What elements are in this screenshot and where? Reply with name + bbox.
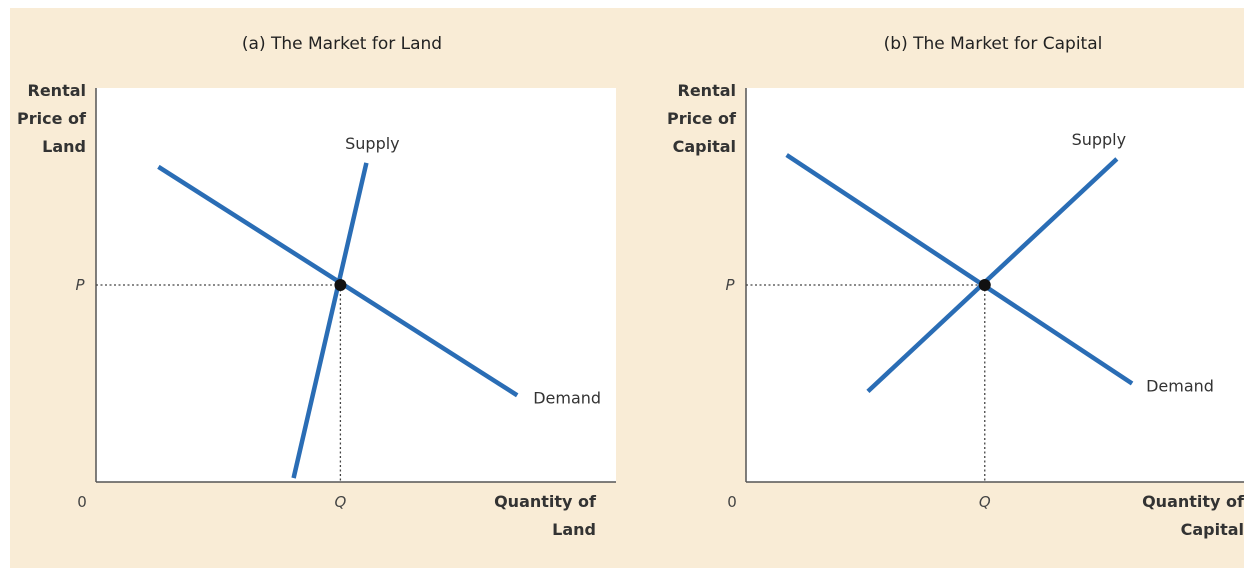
chart-title-land: (a) The Market for Land <box>242 34 442 54</box>
y-axis-label-line: Rental <box>678 81 737 100</box>
y-axis-label-line: Rental <box>28 81 87 100</box>
supply-curve-capital <box>866 157 1119 394</box>
y-axis-label-line: Land <box>42 137 86 156</box>
demand-label-capital: Demand <box>1146 377 1214 396</box>
x-axis-label-land: Quantity of Land <box>494 492 597 539</box>
y-axis-label-line: Capital <box>673 137 736 156</box>
y-axis-label-capital: Rental Price of Capital <box>667 81 737 156</box>
supply-label-capital: Supply <box>1072 130 1127 149</box>
price-tick-label-land: P <box>75 276 85 294</box>
y-axis-label-land: Rental Price of Land <box>17 81 87 156</box>
x-axis-label-line: Capital <box>1181 520 1244 539</box>
equilibrium-point-land <box>334 279 347 291</box>
chart-svg: (a) The Market for Land Rental Price of Lan… <box>17 34 1244 539</box>
x-axis-label-line: Land <box>552 520 596 539</box>
supply-label-land: Supply <box>345 134 400 153</box>
x-axis-label-line: Quantity of <box>494 492 597 511</box>
supply-curve-land <box>291 162 369 479</box>
x-axis-label-line: Quantity of <box>1142 492 1244 511</box>
equilibrium-point-capital <box>978 279 991 291</box>
demand-label-land: Demand <box>533 388 601 407</box>
figure: (a) The Market for Land Rental Price of Lan… <box>10 8 1244 568</box>
price-tick-label-capital: P <box>725 276 735 294</box>
quantity-tick-label-land: Q <box>334 493 346 511</box>
origin-label-land: 0 <box>77 493 87 511</box>
x-axis-label-capital: Quantity of Capital <box>1142 492 1244 539</box>
plot-area-capital <box>746 88 1244 482</box>
demand-curve-capital <box>785 153 1134 386</box>
chart-title-capital: (b) The Market for Capital <box>884 34 1103 54</box>
y-axis-label-line: Price of <box>667 109 737 128</box>
y-axis-label-line: Price of <box>17 109 87 128</box>
origin-label-capital: 0 <box>727 493 737 511</box>
quantity-tick-label-capital: Q <box>979 493 991 511</box>
